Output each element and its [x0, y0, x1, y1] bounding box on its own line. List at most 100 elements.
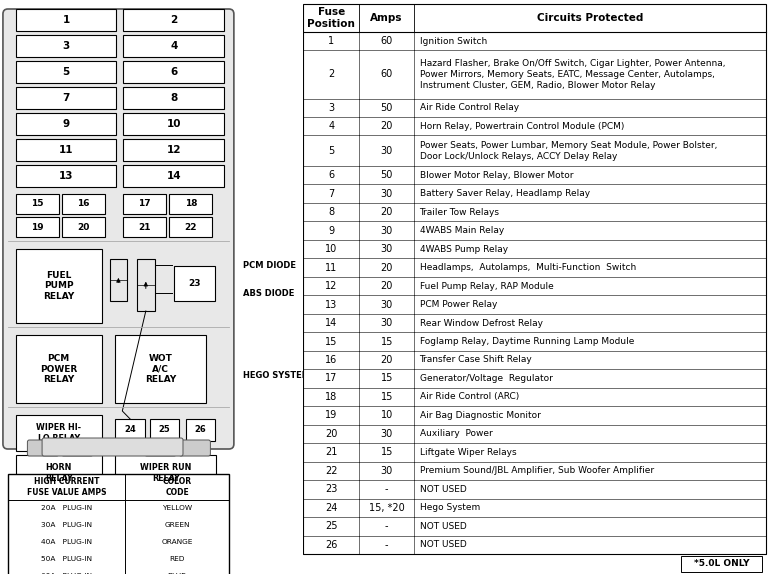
Text: 13: 13 — [325, 300, 337, 309]
Text: 30: 30 — [381, 244, 392, 254]
Bar — [115, 335, 206, 403]
Text: 9: 9 — [62, 119, 70, 129]
Text: NOT USED: NOT USED — [419, 485, 466, 494]
Text: 19: 19 — [325, 410, 337, 420]
Bar — [115, 455, 217, 491]
Text: 22: 22 — [184, 223, 197, 231]
Text: 8: 8 — [328, 207, 334, 217]
Text: 12: 12 — [325, 281, 337, 291]
Text: Fuel Pump Relay, RAP Module: Fuel Pump Relay, RAP Module — [419, 282, 553, 290]
Text: YELLOW: YELLOW — [162, 505, 192, 511]
Text: FUEL
PUMP
RELAY: FUEL PUMP RELAY — [43, 271, 74, 301]
Text: 10: 10 — [167, 119, 181, 129]
FancyBboxPatch shape — [179, 440, 210, 456]
Text: 1: 1 — [62, 15, 70, 25]
Text: 18: 18 — [325, 392, 337, 402]
Bar — [124, 139, 224, 161]
Bar — [124, 9, 224, 31]
Text: 14: 14 — [167, 171, 181, 181]
Text: 25: 25 — [158, 425, 170, 435]
Text: 8: 8 — [170, 93, 177, 103]
Bar — [124, 35, 224, 57]
Text: 30: 30 — [381, 466, 392, 476]
Bar — [681, 556, 762, 572]
Bar — [15, 415, 102, 451]
Text: BLUE: BLUE — [167, 573, 187, 574]
Bar — [15, 249, 102, 323]
Text: Air Ride Control Relay: Air Ride Control Relay — [419, 103, 518, 113]
Text: 20: 20 — [380, 281, 393, 291]
Text: 7: 7 — [328, 189, 334, 199]
Text: 30: 30 — [381, 146, 392, 156]
Text: WIPER RUN
RELAY: WIPER RUN RELAY — [141, 463, 191, 483]
Text: -: - — [385, 540, 389, 550]
Text: 30: 30 — [381, 429, 392, 439]
Text: 30A   PLUG-IN: 30A PLUG-IN — [41, 522, 92, 528]
Text: 24: 24 — [325, 503, 337, 513]
Text: Battery Saver Relay, Headlamp Relay: Battery Saver Relay, Headlamp Relay — [419, 189, 590, 198]
Bar — [124, 217, 167, 237]
Bar — [124, 87, 224, 109]
Bar — [15, 61, 117, 83]
Bar — [124, 113, 224, 135]
Bar — [15, 165, 117, 187]
Bar — [15, 87, 117, 109]
Text: PCM
POWER
RELAY: PCM POWER RELAY — [40, 354, 78, 384]
Text: 17: 17 — [325, 374, 337, 383]
Text: 50A   PLUG-IN: 50A PLUG-IN — [41, 556, 92, 562]
Text: ABS DIODE: ABS DIODE — [243, 289, 294, 297]
Text: Premium Sound/JBL Amplifier, Sub Woofer Amplifier: Premium Sound/JBL Amplifier, Sub Woofer … — [419, 466, 654, 475]
Text: 18: 18 — [184, 200, 197, 208]
Bar — [124, 61, 224, 83]
Text: Circuits Protected: Circuits Protected — [537, 13, 644, 23]
Text: Hazard Flasher, Brake On/Off Switch, Cigar Lighter, Power Antenna,
Power Mirrors: Hazard Flasher, Brake On/Off Switch, Cig… — [419, 59, 725, 90]
FancyBboxPatch shape — [61, 440, 93, 456]
Text: 4: 4 — [328, 121, 334, 131]
Bar — [110, 259, 127, 301]
Text: RED: RED — [169, 556, 184, 562]
Text: 3: 3 — [62, 41, 70, 51]
Text: 15: 15 — [380, 447, 393, 457]
Text: 10: 10 — [325, 244, 337, 254]
Text: 26: 26 — [325, 540, 337, 550]
Text: 5: 5 — [62, 67, 70, 77]
FancyBboxPatch shape — [28, 440, 58, 456]
Text: 9: 9 — [328, 226, 334, 236]
Text: 11: 11 — [325, 262, 337, 273]
Text: HIGH CURRENT
FUSE VALUE AMPS: HIGH CURRENT FUSE VALUE AMPS — [27, 478, 106, 497]
Text: Trailer Tow Relays: Trailer Tow Relays — [419, 208, 499, 216]
Text: 50: 50 — [380, 103, 393, 113]
Text: NOT USED: NOT USED — [419, 522, 466, 531]
Text: 13: 13 — [59, 171, 73, 181]
Text: WIPER HI-
LO RELAY: WIPER HI- LO RELAY — [36, 423, 81, 443]
Text: 50: 50 — [380, 170, 393, 180]
Bar — [15, 113, 117, 135]
Bar — [150, 419, 179, 441]
Text: 23: 23 — [188, 279, 201, 288]
Bar — [8, 474, 229, 574]
Text: PCM DIODE: PCM DIODE — [243, 261, 296, 270]
Text: Foglamp Relay, Daytime Running Lamp Module: Foglamp Relay, Daytime Running Lamp Modu… — [419, 337, 634, 346]
Text: Rear Window Defrost Relay: Rear Window Defrost Relay — [419, 319, 542, 328]
Text: 30: 30 — [381, 226, 392, 236]
Text: COLOR
CODE: COLOR CODE — [163, 478, 191, 497]
Text: 14: 14 — [325, 318, 337, 328]
Text: Air Ride Control (ARC): Air Ride Control (ARC) — [419, 393, 518, 401]
Text: 15: 15 — [380, 336, 393, 347]
Bar — [15, 335, 102, 403]
Text: HORN
RELAY: HORN RELAY — [45, 463, 73, 483]
Text: 30: 30 — [381, 318, 392, 328]
Text: WOT
A/C
RELAY: WOT A/C RELAY — [145, 354, 176, 384]
Text: 5: 5 — [328, 146, 334, 156]
Text: 10: 10 — [381, 410, 392, 420]
Text: Horn Relay, Powertrain Control Module (PCM): Horn Relay, Powertrain Control Module (P… — [419, 122, 624, 131]
Bar — [15, 9, 117, 31]
Text: Generator/Voltage  Regulator: Generator/Voltage Regulator — [419, 374, 552, 383]
Text: 20: 20 — [380, 262, 393, 273]
Bar — [169, 217, 212, 237]
Text: 11: 11 — [59, 145, 73, 155]
Text: 15, *20: 15, *20 — [369, 503, 405, 513]
Text: Ignition Switch: Ignition Switch — [419, 37, 487, 46]
Bar — [137, 259, 154, 311]
Text: 12: 12 — [167, 145, 181, 155]
